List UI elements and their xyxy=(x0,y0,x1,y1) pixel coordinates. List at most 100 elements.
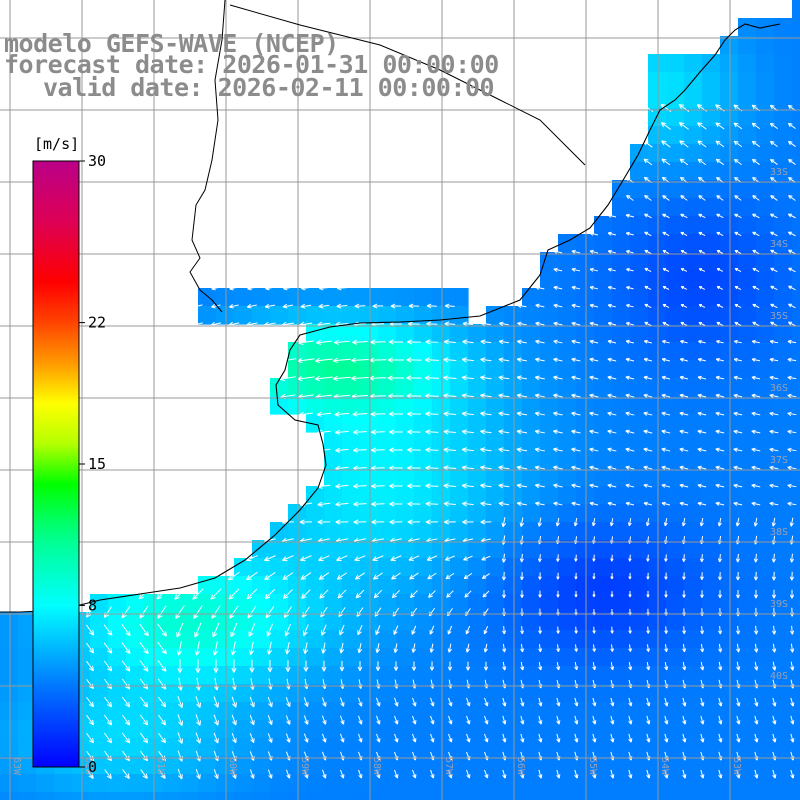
wind-vector-arrow xyxy=(734,195,742,201)
wind-speed-cell xyxy=(612,306,631,325)
wind-speed-cell xyxy=(378,504,397,523)
wind-vector-arrow xyxy=(358,715,363,725)
wind-vector-arrow xyxy=(754,697,759,707)
wind-vector-arrow xyxy=(426,303,437,309)
wind-speed-cell xyxy=(792,36,800,55)
wind-vector-arrow xyxy=(589,303,599,308)
wind-vector-arrow xyxy=(247,286,257,291)
wind-vector-arrow xyxy=(553,447,563,453)
wind-speed-cell xyxy=(756,432,775,451)
wind-speed-cell xyxy=(252,630,271,649)
wind-vector-arrow xyxy=(228,588,240,600)
wind-speed-cell xyxy=(558,684,577,703)
wind-vector-arrow xyxy=(790,661,795,671)
wind-vector-arrow xyxy=(502,697,507,707)
wind-speed-cell xyxy=(756,558,775,577)
wind-vector-arrow xyxy=(103,642,113,654)
wind-speed-cell xyxy=(684,306,703,325)
wind-speed-cell xyxy=(702,774,721,793)
wind-speed-cell xyxy=(540,540,559,559)
wind-vector-arrow xyxy=(589,447,599,452)
wind-speed-cell xyxy=(720,252,739,271)
wind-vector-arrow xyxy=(412,769,417,779)
wind-vector-arrow xyxy=(231,696,237,708)
wind-speed-cell xyxy=(306,342,325,361)
wind-speed-cell xyxy=(18,774,37,793)
wind-speed-cell xyxy=(666,306,685,325)
wind-speed-cell xyxy=(558,270,577,289)
wind-vector-arrow xyxy=(662,195,670,201)
wind-speed-cell xyxy=(756,666,775,685)
wind-vector-arrow xyxy=(230,622,238,638)
wind-vector-arrow xyxy=(788,267,796,273)
wind-vector-arrow xyxy=(430,697,435,707)
wind-vector-arrow xyxy=(735,589,741,599)
wind-speed-cell xyxy=(414,756,433,775)
wind-speed-cell xyxy=(342,342,361,361)
wind-vector-arrow xyxy=(770,285,778,291)
wind-speed-cell xyxy=(432,288,451,307)
wind-speed-cell xyxy=(324,594,343,613)
wind-vector-arrow xyxy=(336,572,348,580)
wind-speed-cell xyxy=(720,324,739,343)
wind-vector-arrow xyxy=(646,590,650,598)
wind-speed-cell xyxy=(306,630,325,649)
wind-vector-arrow xyxy=(316,339,332,346)
wind-vector-arrow xyxy=(699,554,704,563)
wind-speed-cell xyxy=(684,432,703,451)
wind-vector-arrow xyxy=(646,554,650,562)
title-model: modelo GEFS-WAVE (NCEP) xyxy=(4,29,339,58)
wind-speed-cell xyxy=(306,324,325,343)
wind-speed-cell xyxy=(288,630,307,649)
wind-vector-arrow xyxy=(86,769,94,779)
wind-speed-cell xyxy=(90,738,109,757)
wind-speed-cell xyxy=(378,414,397,433)
wind-speed-cell xyxy=(216,648,235,667)
wind-speed-cell xyxy=(486,594,505,613)
wind-speed-cell xyxy=(702,414,721,433)
wind-vector-arrow xyxy=(249,714,255,726)
wind-speed-cell xyxy=(738,522,757,541)
wind-vector-arrow xyxy=(556,590,560,598)
wind-speed-cell xyxy=(360,378,379,397)
wind-vector-arrow xyxy=(466,733,471,743)
wind-speed-cell xyxy=(684,450,703,469)
wind-speed-cell xyxy=(612,450,631,469)
wind-vector-arrow xyxy=(318,303,330,309)
wind-speed-cell xyxy=(594,630,613,649)
wind-vector-arrow xyxy=(644,303,652,309)
wind-speed-cell xyxy=(792,234,800,253)
wind-vector-arrow xyxy=(733,411,743,416)
wind-speed-cell xyxy=(90,774,109,793)
wind-vector-arrow xyxy=(358,769,363,779)
wind-vector-arrow xyxy=(734,321,742,327)
wind-vector-arrow xyxy=(625,339,635,344)
wind-speed-cell xyxy=(396,414,415,433)
wind-vector-arrow xyxy=(481,573,490,579)
wind-speed-cell xyxy=(540,396,559,415)
wind-vector-arrow xyxy=(735,553,740,563)
wind-speed-cell xyxy=(720,558,739,577)
wind-vector-arrow xyxy=(664,733,669,743)
wind-speed-cell xyxy=(486,522,505,541)
wind-vector-arrow xyxy=(319,285,329,291)
wind-vector-arrow xyxy=(682,733,687,743)
wind-speed-cell xyxy=(432,486,451,505)
wind-vector-arrow xyxy=(443,501,456,507)
wind-speed-cell xyxy=(576,630,595,649)
wind-speed-cell xyxy=(738,216,757,235)
wind-vector-arrow xyxy=(443,447,457,453)
wind-speed-cell xyxy=(90,720,109,739)
wind-vector-arrow xyxy=(733,483,743,488)
wind-vector-arrow xyxy=(443,411,457,417)
wind-vector-arrow xyxy=(592,733,597,743)
coastline-path xyxy=(0,23,781,613)
wind-vector-arrow xyxy=(698,250,706,254)
wind-speed-cell xyxy=(504,720,523,739)
wind-speed-cell xyxy=(666,360,685,379)
wind-vector-arrow xyxy=(298,339,314,346)
wind-speed-cell xyxy=(414,594,433,613)
wind-vector-arrow xyxy=(664,697,669,707)
wind-vector-arrow xyxy=(447,625,453,635)
wind-speed-cell xyxy=(720,468,739,487)
